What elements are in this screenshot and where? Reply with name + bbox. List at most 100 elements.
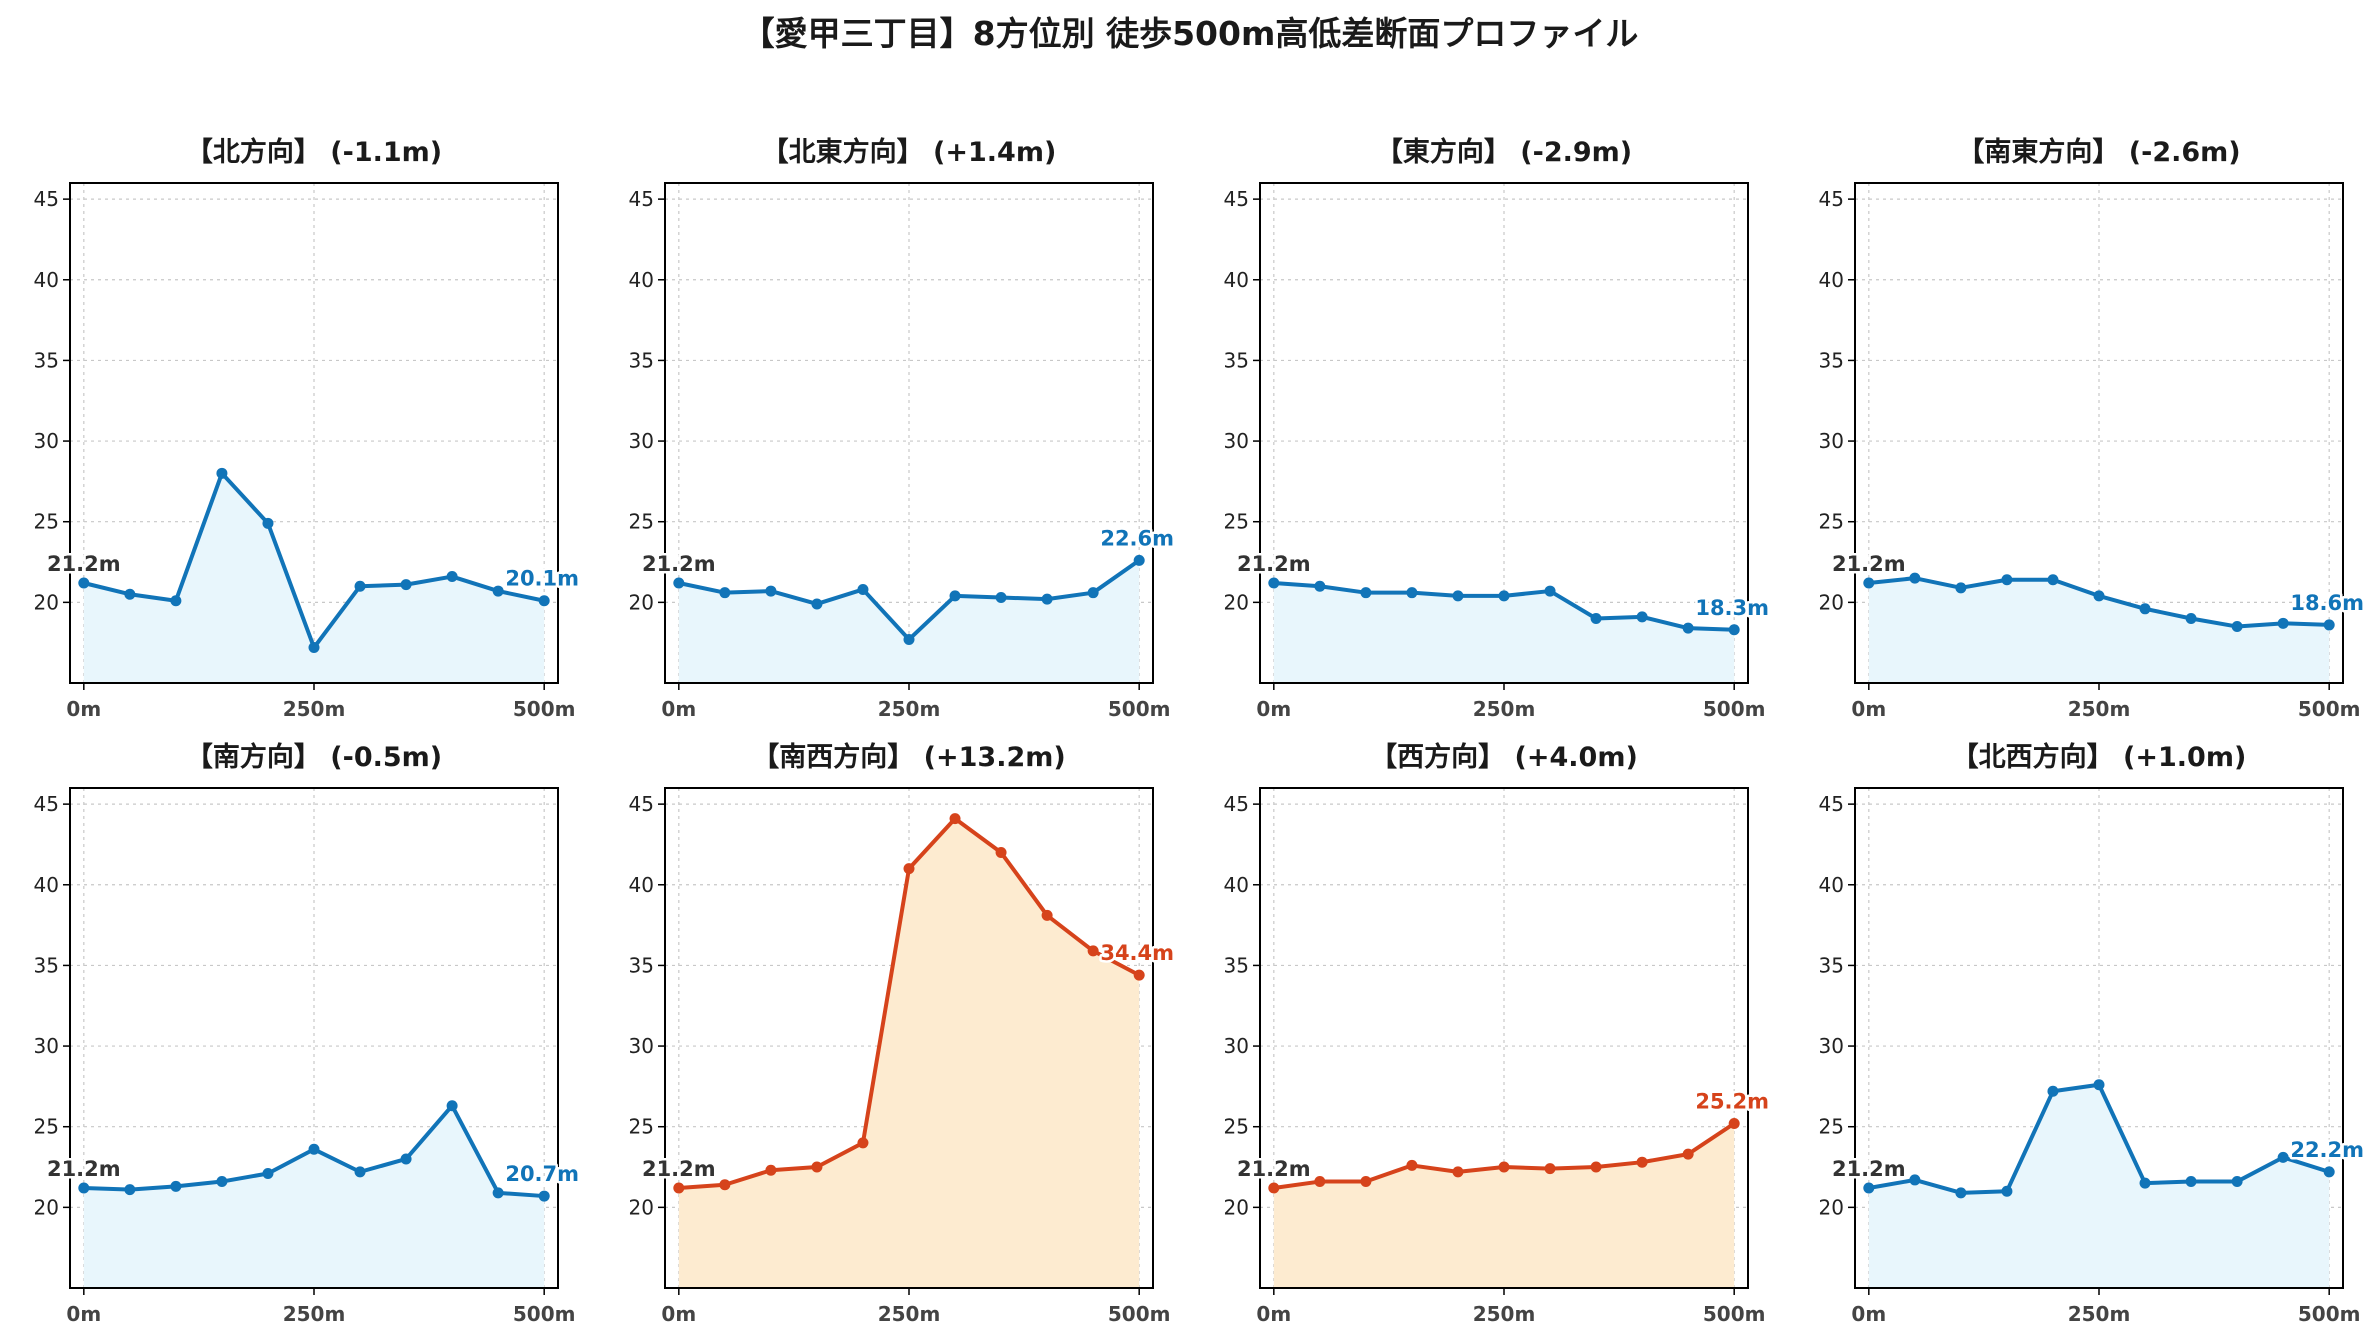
data-point	[2323, 1166, 2335, 1178]
y-tick-label: 20	[629, 590, 654, 614]
data-point	[1863, 1182, 1875, 1194]
data-point	[995, 592, 1007, 604]
y-tick-label: 35	[629, 348, 654, 372]
y-tick-label: 25	[1224, 510, 1249, 534]
data-point	[308, 1143, 320, 1155]
y-tick-label: 25	[629, 1115, 654, 1139]
figure-title: 【愛甲三丁目】8方位別 徒歩500m高低差断面プロファイル	[742, 14, 1639, 53]
panel-5: 【南西方向】 (+13.2m) 20 25 30 35 40 45 0m 250m 500m 21.…	[629, 741, 1177, 1326]
data-point	[811, 598, 823, 610]
data-point	[1360, 1176, 1372, 1188]
data-point	[2047, 574, 2059, 586]
x-tick-label: 250m	[1473, 697, 1536, 721]
data-point	[400, 579, 412, 591]
end-elevation-label: 34.4m	[1100, 941, 1174, 965]
start-elevation-label: 21.2m	[1237, 1157, 1311, 1181]
area-fill	[83, 473, 545, 683]
data-point	[1314, 1176, 1326, 1188]
data-point	[1268, 577, 1280, 589]
y-tick-label: 25	[629, 510, 654, 534]
area-fill	[1868, 1084, 2330, 1288]
data-point	[2139, 1177, 2151, 1189]
x-tick-label: 0m	[661, 1302, 696, 1326]
panel-7: 【北西方向】 (+1.0m) 20 25 30 35 40 45 0m 250m 500m 21.2…	[1819, 741, 2367, 1326]
data-point	[1041, 909, 1053, 921]
y-tick-label: 35	[1819, 348, 1844, 372]
data-point	[811, 1161, 823, 1173]
x-tick-label: 500m	[2298, 697, 2361, 721]
data-point	[1406, 587, 1418, 599]
data-point	[1682, 1148, 1694, 1160]
x-tick-label: 0m	[66, 697, 101, 721]
data-point	[2139, 603, 2151, 615]
data-point	[1863, 577, 1875, 589]
data-point	[1590, 1161, 1602, 1173]
y-tick-label: 45	[1819, 792, 1844, 816]
data-point	[1728, 624, 1740, 636]
data-point	[1544, 1163, 1556, 1175]
data-point	[1636, 1156, 1648, 1168]
panel-title: 【北西方向】 (+1.0m)	[1952, 741, 2247, 773]
y-tick-label: 20	[1224, 590, 1249, 614]
area-fill	[678, 818, 1140, 1288]
area-fill	[1273, 583, 1735, 683]
y-tick-label: 40	[1819, 873, 1844, 897]
y-tick-label: 20	[1819, 1195, 1844, 1219]
data-point	[1498, 590, 1510, 602]
y-tick-label: 35	[1819, 953, 1844, 977]
data-point	[262, 1167, 274, 1179]
x-tick-label: 0m	[1256, 697, 1291, 721]
y-tick-label: 25	[1819, 510, 1844, 534]
data-point	[673, 1182, 685, 1194]
panel-4: 【南方向】 (-0.5m) 20 25 30 35 40 45 0m 250m 500m 21.2m…	[34, 741, 582, 1326]
data-point	[2185, 1176, 2197, 1188]
data-point	[2231, 621, 2243, 633]
data-point	[949, 813, 961, 825]
x-tick-label: 0m	[661, 697, 696, 721]
x-tick-label: 500m	[1703, 1302, 1766, 1326]
panel-title: 【南東方向】 (-2.6m)	[1957, 136, 2240, 168]
x-tick-label: 500m	[1108, 697, 1171, 721]
panel-title: 【南方向】 (-0.5m)	[186, 741, 442, 773]
y-tick-label: 30	[1819, 429, 1844, 453]
data-point	[354, 580, 366, 592]
y-tick-label: 45	[1224, 187, 1249, 211]
start-elevation-label: 21.2m	[642, 552, 716, 576]
y-tick-label: 20	[34, 590, 59, 614]
y-tick-label: 40	[34, 268, 59, 292]
y-tick-label: 30	[34, 429, 59, 453]
end-elevation-label: 25.2m	[1695, 1089, 1769, 1113]
y-tick-label: 20	[629, 1195, 654, 1219]
y-tick-label: 30	[1224, 1034, 1249, 1058]
data-point	[2001, 1185, 2013, 1197]
data-point	[2185, 612, 2197, 624]
panel-title: 【西方向】 (+4.0m)	[1370, 741, 1638, 773]
end-elevation-label: 18.3m	[1695, 596, 1769, 620]
y-tick-label: 45	[34, 792, 59, 816]
y-tick-label: 20	[34, 1195, 59, 1219]
y-tick-label: 45	[1224, 792, 1249, 816]
x-tick-label: 500m	[513, 697, 576, 721]
data-point	[1636, 611, 1648, 623]
data-point	[1452, 590, 1464, 602]
start-elevation-label: 21.2m	[47, 552, 121, 576]
data-point	[2277, 1151, 2289, 1163]
data-point	[1955, 1187, 1967, 1199]
data-point	[170, 595, 182, 607]
y-tick-label: 40	[1224, 268, 1249, 292]
y-tick-label: 30	[34, 1034, 59, 1058]
x-tick-label: 250m	[1473, 1302, 1536, 1326]
x-tick-label: 0m	[66, 1302, 101, 1326]
y-tick-label: 25	[1224, 1115, 1249, 1139]
panel-1: 【北東方向】 (+1.4m) 20 25 30 35 40 45 0m 250m 500m 21.2…	[629, 136, 1177, 721]
data-point	[538, 595, 550, 607]
data-point	[2047, 1085, 2059, 1097]
data-point	[857, 583, 869, 595]
data-point	[354, 1166, 366, 1178]
data-point	[1544, 585, 1556, 597]
data-point	[1133, 969, 1145, 981]
data-point	[995, 847, 1007, 859]
area-fill	[1868, 578, 2330, 683]
data-point	[492, 1187, 504, 1199]
y-tick-label: 40	[629, 873, 654, 897]
